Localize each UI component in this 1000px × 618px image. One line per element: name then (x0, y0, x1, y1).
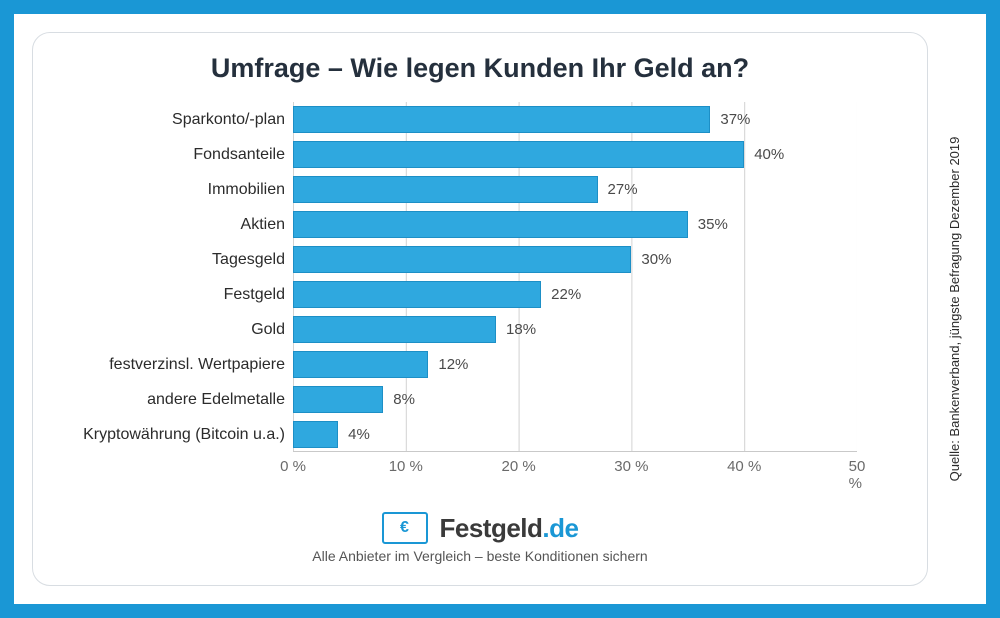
outer-frame: Umfrage – Wie legen Kunden Ihr Geld an? … (0, 0, 1000, 618)
category-label: Aktien (68, 216, 293, 234)
category-label: Tagesgeld (68, 251, 293, 269)
category-label: Gold (68, 321, 293, 339)
bar-value-label: 4% (348, 426, 370, 443)
logo: Festgeld.de (382, 512, 579, 544)
bar-value-label: 35% (698, 216, 728, 233)
category-label: Fondsanteile (68, 146, 293, 164)
chart-area: Sparkonto/-plan37%Fondsanteile40%Immobil… (63, 102, 897, 482)
bar-value-label: 27% (608, 181, 638, 198)
bar-row: festverzinsl. Wertpapiere12% (293, 351, 857, 378)
chart-panel: Umfrage – Wie legen Kunden Ihr Geld an? … (32, 32, 928, 586)
bar-value-label: 22% (551, 286, 581, 303)
chart-title: Umfrage – Wie legen Kunden Ihr Geld an? (63, 53, 897, 84)
logo-text: Festgeld.de (440, 513, 579, 544)
logo-text-accent: .de (542, 513, 578, 543)
x-tick-label: 30 % (614, 458, 648, 475)
bar-value-label: 40% (754, 146, 784, 163)
category-label: Festgeld (68, 286, 293, 304)
bar-value-label: 37% (720, 111, 750, 128)
bar-row: Tagesgeld30% (293, 246, 857, 273)
bar (293, 351, 428, 378)
bar-value-label: 30% (641, 251, 671, 268)
x-tick-label: 10 % (389, 458, 423, 475)
euro-banknote-icon (382, 512, 428, 544)
bar-row: Gold18% (293, 316, 857, 343)
x-tick-label: 50 % (849, 458, 866, 492)
plot-region: Sparkonto/-plan37% Fondsanteile40% Immobil… (293, 102, 857, 452)
bar (293, 106, 710, 133)
category-label: Kryptowährung (Bitcoin u.a.) (68, 426, 293, 444)
category-label: andere Edelmetalle (68, 391, 293, 409)
x-axis: 0 %10 %20 %30 %40 %50 % (293, 452, 857, 482)
x-tick-label: 40 % (727, 458, 761, 475)
bar-row: Aktien35% (293, 211, 857, 238)
bar-row: Fondsanteile40% (293, 141, 857, 168)
bar-row: Kryptowährung (Bitcoin u.a.)4% (293, 421, 857, 448)
bar-row: Sparkonto/-plan37% (293, 106, 857, 133)
bar (293, 316, 496, 343)
category-label: Immobilien (68, 181, 293, 199)
bar (293, 386, 383, 413)
bar-row: Festgeld22% (293, 281, 857, 308)
bar (293, 141, 744, 168)
bar-value-label: 12% (438, 356, 468, 373)
x-tick-label: 20 % (501, 458, 535, 475)
category-label: Sparkonto/-plan (68, 111, 293, 129)
category-label: festverzinsl. Wertpapiere (68, 356, 293, 374)
bar-row: andere Edelmetalle8% (293, 386, 857, 413)
footer: Festgeld.de Alle Anbieter im Vergleich –… (63, 512, 897, 564)
bar-row: Immobilien27% (293, 176, 857, 203)
bar-value-label: 18% (506, 321, 536, 338)
bar (293, 281, 541, 308)
source-note: Quelle: Bankenverband, jüngste Befragung… (947, 137, 962, 482)
x-tick-label: 0 % (280, 458, 306, 475)
logo-text-dark: Festgeld (440, 513, 543, 543)
bar (293, 246, 631, 273)
bar-value-label: 8% (393, 391, 415, 408)
bar (293, 176, 598, 203)
tagline: Alle Anbieter im Vergleich – beste Kondi… (63, 548, 897, 564)
bar (293, 421, 338, 448)
bar (293, 211, 688, 238)
